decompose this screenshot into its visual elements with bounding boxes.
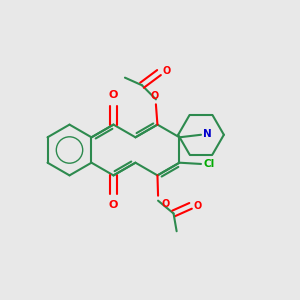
Text: O: O [194, 201, 202, 211]
Text: O: O [162, 66, 170, 76]
Text: O: O [161, 199, 170, 209]
Text: O: O [150, 91, 158, 101]
Text: O: O [109, 90, 118, 100]
Text: N: N [202, 129, 211, 139]
Text: O: O [109, 200, 118, 210]
Text: Cl: Cl [203, 159, 215, 169]
